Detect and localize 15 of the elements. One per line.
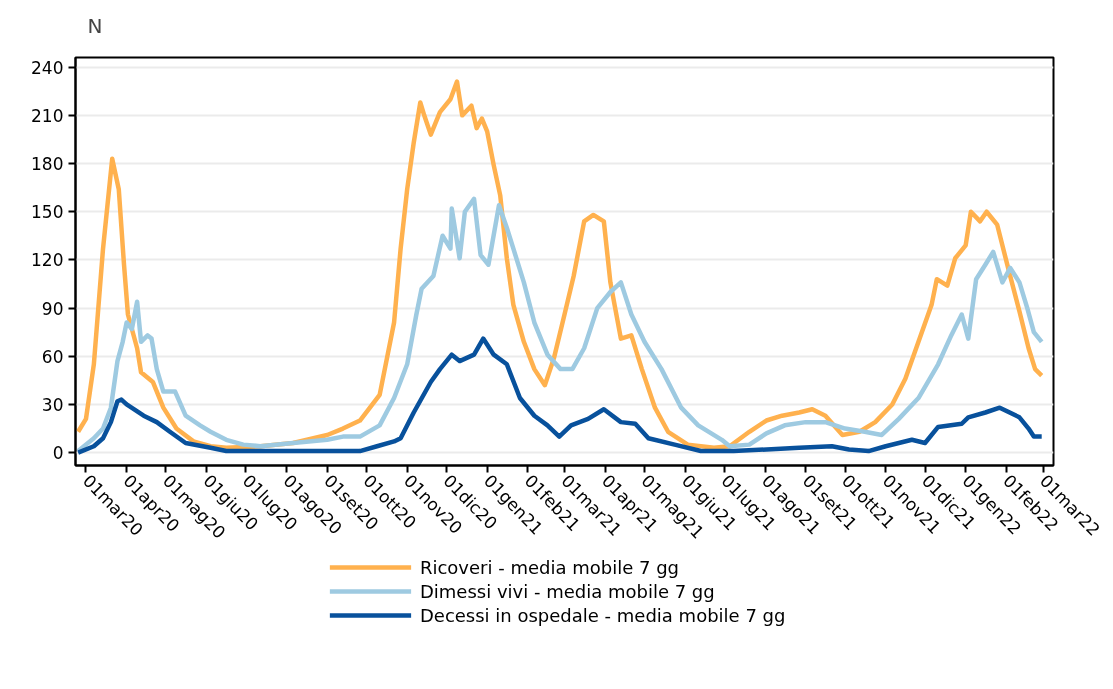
y-axis-title: N: [87, 13, 103, 38]
legend-label: Dimessi vivi - media mobile 7 gg: [419, 581, 715, 602]
y-tick-label: 240: [31, 57, 64, 78]
legend-label: Ricoveri - media mobile 7 gg: [419, 557, 680, 578]
legend-label: Decessi in ospedale - media mobile 7 gg: [419, 605, 786, 626]
y-tick-label: 120: [31, 250, 64, 271]
y-tick-label: 150: [31, 202, 64, 223]
line-series: [75, 79, 1044, 451]
y-tick-label: 180: [31, 154, 64, 175]
line-series: [75, 336, 1044, 455]
y-tick-label: 30: [41, 394, 64, 415]
y-tick-label: 210: [31, 105, 64, 126]
y-tick-label: 0: [52, 443, 64, 464]
y-tick-label: 60: [41, 346, 64, 367]
y-tick-label: 90: [41, 298, 64, 319]
